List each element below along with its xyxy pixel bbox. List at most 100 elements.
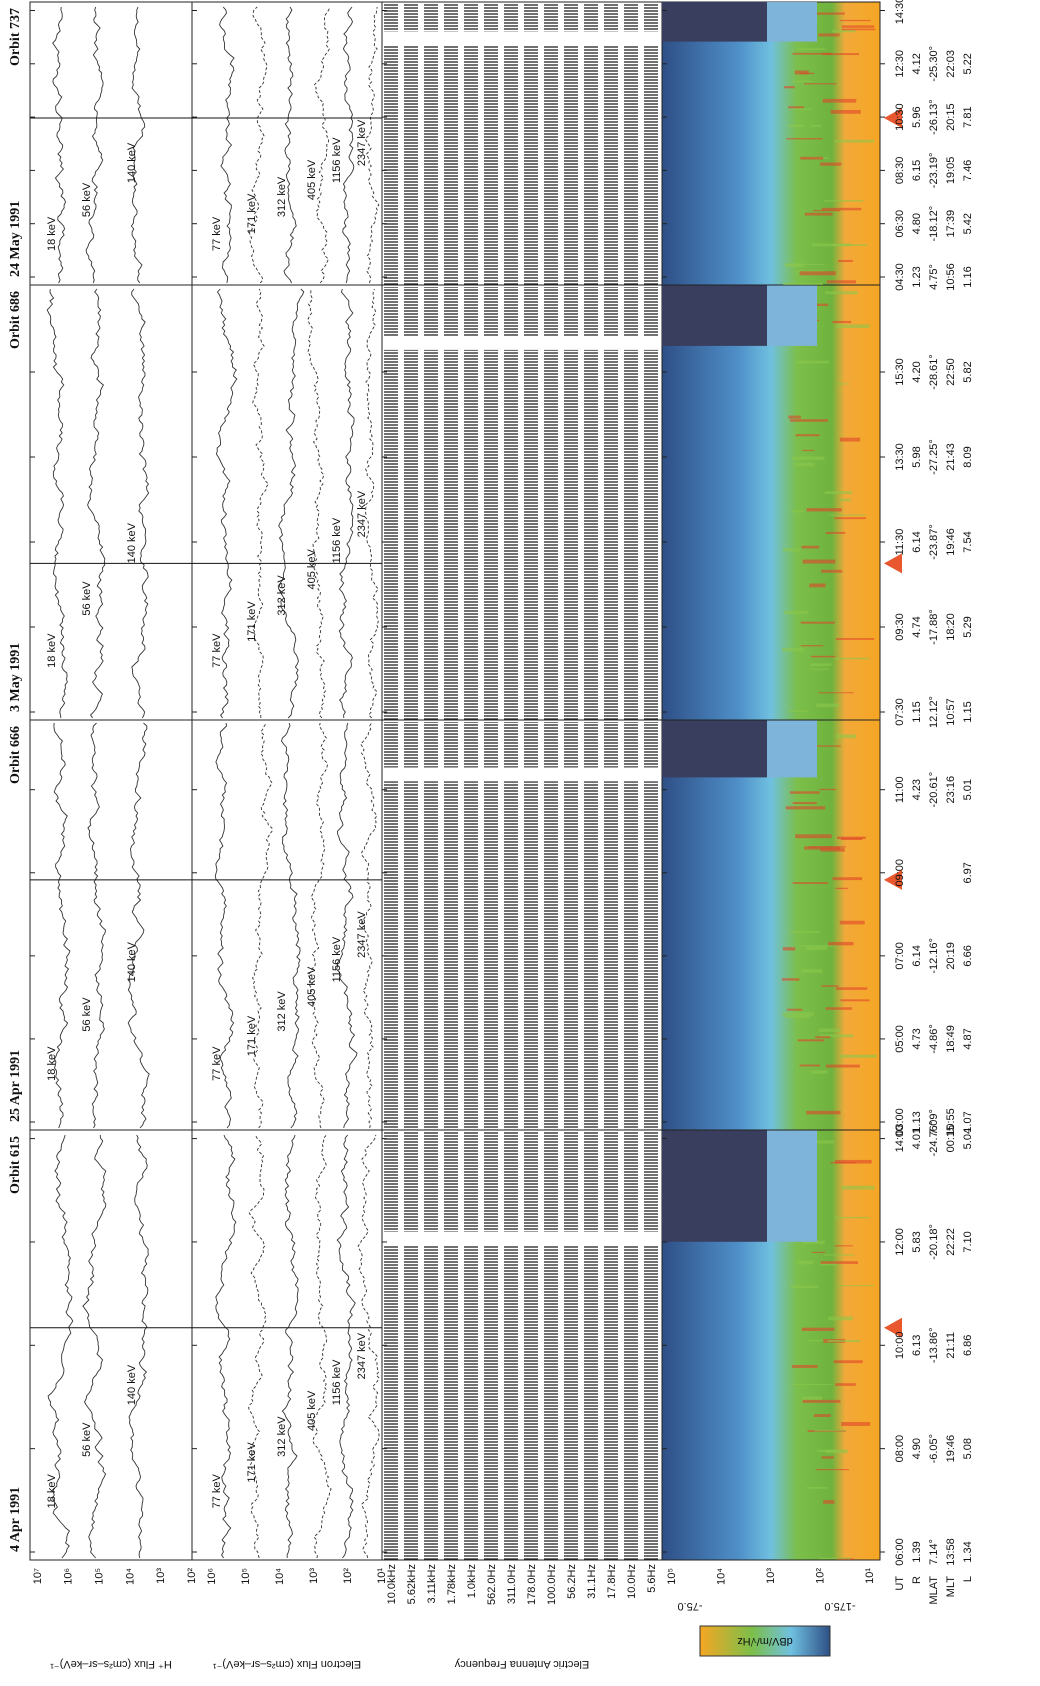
spectrogram (662, 285, 880, 720)
electron-energy-label: 77 keV (211, 1473, 223, 1508)
antenna-strip (583, 4, 601, 32)
frequency-label: 562.0Hz (486, 1564, 498, 1605)
orbit-number: Orbit 666 (8, 726, 23, 784)
antenna-strip (463, 1246, 481, 1560)
spectrogram-streak (837, 324, 870, 328)
frequency-label: 10.0Hz (626, 1564, 638, 1599)
spectrogram-streak (835, 1383, 856, 1386)
tick-mlat: 12.12° (928, 696, 940, 728)
spectrogram-streak (786, 806, 825, 809)
colorbar-min: -175.0 (824, 1600, 855, 1612)
spectrogram-streak (833, 877, 863, 880)
antenna-strip (523, 1132, 541, 1232)
spectrogram-streak (791, 1384, 831, 1385)
spectrogram-streak (841, 1422, 870, 1426)
antenna-strip (403, 4, 421, 32)
spectrogram-streak (825, 291, 857, 294)
e-flux-tick-label: 10⁴ (274, 1568, 286, 1585)
spectrogram-streak (810, 125, 821, 127)
tick-ut: 08:00 (894, 1435, 906, 1463)
antenna-strip (643, 350, 661, 720)
spectrogram-streak (789, 711, 809, 712)
spectrogram-streak (823, 99, 857, 103)
antenna-strip (563, 4, 581, 32)
tick-mlat: -4.86° (928, 1024, 940, 1053)
spectrogram-streak (818, 33, 839, 36)
spectrogram-streak (793, 802, 817, 804)
proton-energy-label: 140 keV (126, 142, 138, 183)
antenna-strip (583, 1132, 601, 1232)
electron-energy-label: 405 keV (306, 966, 318, 1007)
tick-ut: 14:30 (894, 0, 906, 24)
tick-r: 6.14 (911, 531, 923, 552)
tick-l: 1.07 (962, 1111, 974, 1132)
antenna-strip (603, 4, 621, 32)
spectrogram-streak (800, 73, 814, 74)
antenna-strip (403, 781, 421, 1130)
spectrogram-streak (824, 200, 864, 201)
antenna-strip (523, 350, 541, 720)
spectrogram-streak (842, 29, 876, 31)
tick-mlt: 22:50 (945, 358, 957, 386)
spectrogram-streak (834, 517, 866, 519)
antenna-strip (543, 46, 561, 285)
spectrogram-streak (795, 434, 819, 436)
antenna-strip (403, 1246, 421, 1560)
row-label: R (911, 1576, 923, 1584)
antenna-strip (603, 781, 621, 1130)
tick-l: 5.08 (962, 1438, 974, 1459)
tick-ut: 11:30 (894, 529, 906, 556)
antenna-strip (643, 4, 661, 32)
orbit-number: Orbit 615 (8, 1136, 23, 1194)
spectrogram-streak (792, 456, 824, 459)
tick-ut: 13:30 (894, 443, 906, 471)
antenna-strip (463, 350, 481, 720)
tick-ut: 05:00 (894, 1025, 906, 1053)
spectrogram-streak (805, 213, 833, 216)
tick-ut: 12:30 (894, 50, 906, 78)
spectrogram-streak (796, 361, 829, 364)
tick-ut: 11:00 (894, 776, 906, 803)
frequency-label: 31.1Hz (586, 1564, 598, 1599)
spectrogram-streak (819, 1558, 851, 1560)
antenna-strip (463, 781, 481, 1130)
antenna-strip (643, 287, 661, 336)
antenna-strip (463, 46, 481, 285)
antenna-strip (523, 722, 541, 767)
spectrogram-streak (834, 658, 870, 660)
antenna-strip (563, 350, 581, 720)
h-flux-tick-label: 10⁷ (32, 1568, 44, 1584)
spectrogram-streak (842, 25, 874, 27)
electron-energy-label: 312 keV (276, 1416, 288, 1457)
spectrogram-streak (802, 1328, 835, 1331)
event-marker (884, 553, 902, 573)
spectrogram-streak (795, 834, 831, 838)
spectrogram (662, 720, 880, 1130)
electron-energy-label: 312 keV (276, 991, 288, 1032)
h-flux-tick-label: 10⁶ (63, 1568, 75, 1585)
antenna-strip (383, 1246, 401, 1560)
antenna-strip (403, 287, 421, 336)
antenna-strip (443, 781, 461, 1130)
spectrogram-gap (662, 285, 767, 346)
spectrogram-streak (821, 570, 842, 573)
tick-mlt: 19:05 (945, 157, 957, 185)
spectrogram-streak (821, 1261, 858, 1264)
tick-l: 1.16 (962, 266, 974, 287)
spectrogram-tick-label: 10² (814, 1568, 826, 1584)
spectrogram-streak (793, 882, 828, 884)
h-flux-axis-title: H⁺ Flux (cm²s–sr–keV)⁻¹ (50, 1658, 172, 1670)
spectrogram-streak (801, 622, 835, 624)
frequency-label: 10.0kHz (386, 1564, 398, 1604)
spectrogram-tick-label: 10¹ (864, 1568, 876, 1584)
antenna-strip (643, 781, 661, 1130)
antenna-strip (603, 350, 621, 720)
tick-ut: 03:00 (894, 1108, 906, 1136)
antenna-strip (603, 722, 621, 767)
h-flux-tick-label: 10⁵ (94, 1568, 106, 1585)
tick-mlt: 22:22 (945, 1228, 957, 1256)
spectrogram-streak (790, 791, 820, 793)
tick-mlat: -28.61° (928, 354, 940, 390)
antenna-strip (503, 1132, 521, 1232)
antenna-strip (543, 4, 561, 32)
